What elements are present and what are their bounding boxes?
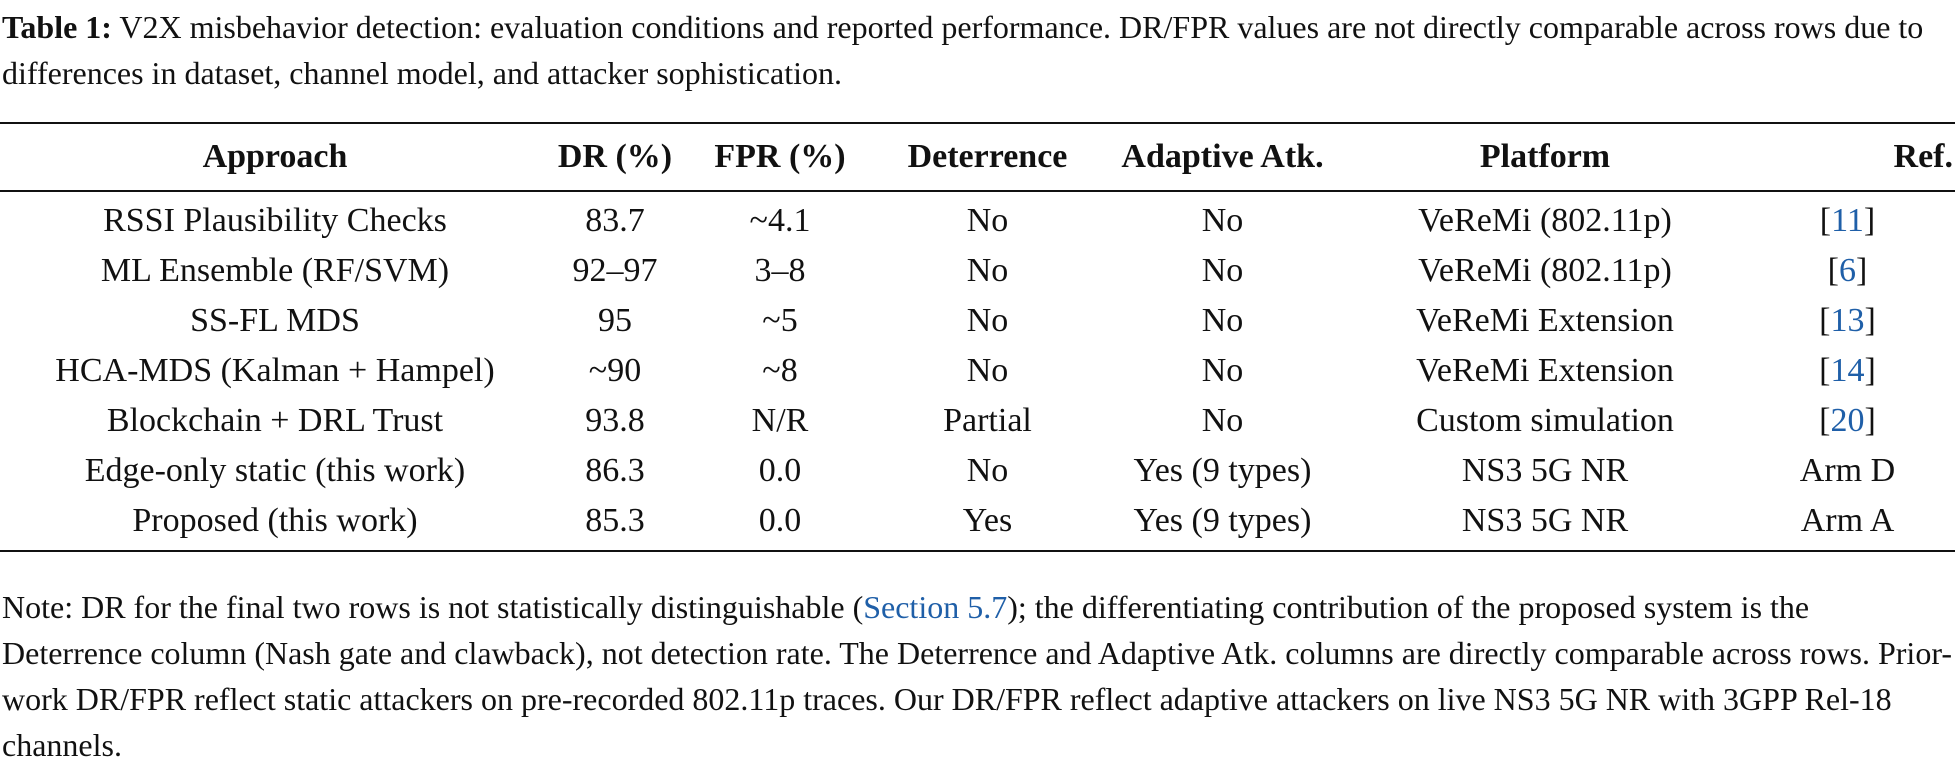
cell-approach: Blockchain + DRL Trust [106,402,444,439]
cell-platform: VeReMi (802.11p) [1418,202,1672,239]
table-caption-text: V2X misbehavior detection: evaluation co… [2,9,1924,91]
cell-ref: [13] [1740,296,1955,346]
ref-bracket-close: ] [1863,202,1876,239]
citation-link[interactable]: 6 [1839,252,1856,289]
cell-dr: 86.3 [585,452,645,489]
header-deterrence: Deterrence [907,138,1068,175]
table-row: Blockchain + DRL Trust 93.8 N/R Partial … [0,396,1955,446]
ref-bracket-open: [ [1819,402,1831,439]
table-row: ML Ensemble (RF/SVM) 92–97 3–8 No No VeR… [0,246,1955,296]
cell-platform: NS3 5G NR [1461,502,1629,539]
table-caption: Table 1: V2X misbehavior detection: eval… [2,4,1952,96]
ref-bracket-open: [ [1819,352,1831,389]
cell-approach: ML Ensemble (RF/SVM) [100,252,450,289]
cell-adaptive-atk: No [1201,402,1244,439]
cell-fpr: ~4.1 [749,202,811,239]
section-link[interactable]: Section 5.7 [863,589,1008,625]
cell-platform: NS3 5G NR [1461,452,1629,489]
cell-approach: HCA-MDS (Kalman + Hampel) [55,352,495,389]
cell-platform: VeReMi Extension [1416,302,1674,339]
cell-adaptive-atk: No [1201,352,1244,389]
header-platform: Platform [1479,138,1611,175]
table-row: Proposed (this work) 85.3 0.0 Yes Yes (9… [0,496,1955,551]
cell-approach: Proposed (this work) [132,502,418,539]
citation-link[interactable]: 11 [1831,202,1864,239]
cell-ref: Arm A [1800,502,1895,539]
cell-fpr: N/R [751,402,809,439]
cell-fpr: ~5 [762,302,798,339]
results-table: Approach DR (%) FPR (%) Deterrence Adapt… [0,122,1955,552]
table-body: RSSI Plausibility Checks 83.7 ~4.1 No No… [0,191,1955,551]
cell-ref: [20] [1740,396,1955,446]
cell-fpr: ~8 [762,352,798,389]
ref-bracket-close: ] [1864,402,1876,439]
cell-platform: Custom simulation [1416,402,1674,439]
cell-deterrence: No [966,352,1009,389]
ref-bracket-close: ] [1864,302,1876,339]
cell-fpr: 3–8 [754,252,806,289]
cell-approach: RSSI Plausibility Checks [103,202,447,239]
header-ref: Ref. [1893,138,1953,175]
citation-link[interactable]: 13 [1830,302,1865,339]
cell-ref: [14] [1740,346,1955,396]
cell-deterrence: No [966,202,1009,239]
cell-dr: ~90 [588,352,642,389]
ref-bracket-open: [ [1819,202,1832,239]
cell-approach: Edge-only static (this work) [84,452,466,489]
ref-bracket-open: [ [1827,252,1839,289]
cell-adaptive-atk: No [1201,252,1244,289]
cell-dr: 85.3 [585,502,645,539]
cell-ref: Arm D [1799,452,1896,489]
cell-fpr: 0.0 [758,452,802,489]
note-text-start: Note: DR for the final two rows is not s… [2,589,864,625]
note-text-end: ); the differentiating contribution of t… [2,589,1952,763]
cell-adaptive-atk: No [1201,202,1244,239]
cell-ref: [6] [1740,246,1955,296]
header-adaptive-atk: Adaptive Atk. [1121,138,1324,175]
cell-adaptive-atk: No [1201,302,1244,339]
ref-bracket-open: [ [1819,302,1831,339]
cell-platform: VeReMi (802.11p) [1418,252,1672,289]
citation-link[interactable]: 20 [1830,402,1865,439]
cell-adaptive-atk: Yes (9 types) [1133,452,1312,489]
table-caption-label: Table 1: [2,9,112,45]
table-header: Approach DR (%) FPR (%) Deterrence Adapt… [0,123,1955,191]
cell-deterrence: Yes [962,502,1013,539]
table-row: SS-FL MDS 95 ~5 No No VeReMi Extension [… [0,296,1955,346]
table-row: Edge-only static (this work) 86.3 0.0 No… [0,446,1955,496]
citation-link[interactable]: 14 [1830,352,1865,389]
table-row: HCA-MDS (Kalman + Hampel) ~90 ~8 No No V… [0,346,1955,396]
cell-deterrence: No [966,452,1009,489]
table-row: RSSI Plausibility Checks 83.7 ~4.1 No No… [0,191,1955,246]
cell-dr: 95 [598,302,632,339]
cell-deterrence: No [966,302,1009,339]
table-note: Note: DR for the final two rows is not s… [2,584,1952,768]
cell-adaptive-atk: Yes (9 types) [1133,502,1312,539]
header-fpr: FPR (%) [714,138,846,175]
ref-bracket-close: ] [1864,352,1876,389]
cell-dr: 92–97 [572,252,658,289]
cell-platform: VeReMi Extension [1416,352,1674,389]
cell-dr: 83.7 [585,202,645,239]
cell-approach: SS-FL MDS [190,302,360,339]
header-approach: Approach [202,138,348,175]
cell-deterrence: No [966,252,1009,289]
cell-dr: 93.8 [585,402,645,439]
cell-fpr: 0.0 [758,502,802,539]
ref-bracket-close: ] [1856,252,1868,289]
cell-ref: [11] [1740,191,1955,246]
header-row: Approach DR (%) FPR (%) Deterrence Adapt… [0,123,1955,191]
cell-deterrence: Partial [943,402,1032,439]
header-dr: DR (%) [557,138,673,175]
